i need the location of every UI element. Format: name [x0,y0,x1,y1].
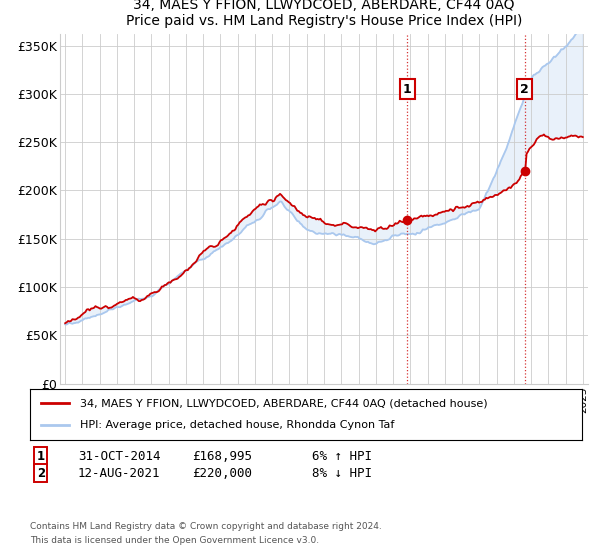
Text: HPI: Average price, detached house, Rhondda Cynon Taf: HPI: Average price, detached house, Rhon… [80,421,394,431]
Text: 8% ↓ HPI: 8% ↓ HPI [312,466,372,480]
Text: Contains HM Land Registry data © Crown copyright and database right 2024.: Contains HM Land Registry data © Crown c… [30,522,382,531]
Text: £168,995: £168,995 [192,450,252,463]
Text: 1: 1 [37,450,45,463]
Text: This data is licensed under the Open Government Licence v3.0.: This data is licensed under the Open Gov… [30,536,319,545]
Text: 31-OCT-2014: 31-OCT-2014 [78,450,161,463]
Text: 1: 1 [403,83,412,96]
Text: 6% ↑ HPI: 6% ↑ HPI [312,450,372,463]
Text: 2: 2 [520,83,529,96]
Text: 34, MAES Y FFION, LLWYDCOED, ABERDARE, CF44 0AQ (detached house): 34, MAES Y FFION, LLWYDCOED, ABERDARE, C… [80,398,487,408]
Text: 12-AUG-2021: 12-AUG-2021 [78,466,161,480]
Text: 2: 2 [37,466,45,480]
Text: £220,000: £220,000 [192,466,252,480]
Title: 34, MAES Y FFION, LLWYDCOED, ABERDARE, CF44 0AQ
Price paid vs. HM Land Registry': 34, MAES Y FFION, LLWYDCOED, ABERDARE, C… [126,0,522,28]
